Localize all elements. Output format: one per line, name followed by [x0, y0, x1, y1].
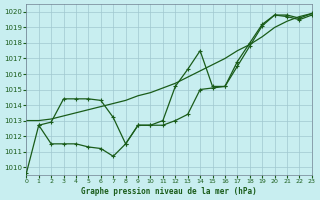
X-axis label: Graphe pression niveau de la mer (hPa): Graphe pression niveau de la mer (hPa) — [81, 187, 257, 196]
